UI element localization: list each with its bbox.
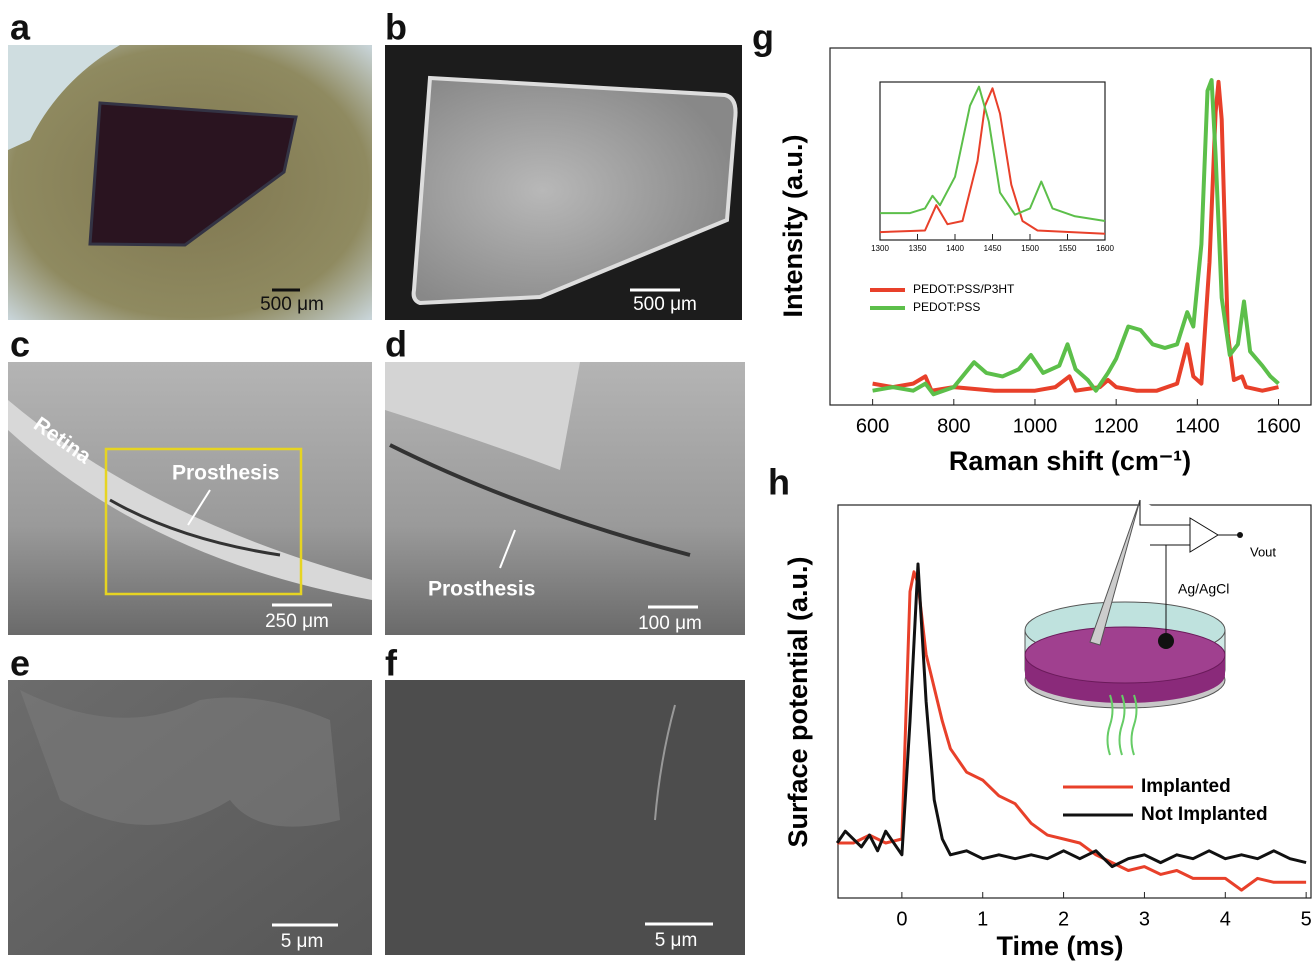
x-tick-label: 0 xyxy=(896,908,907,930)
scale-label: 250 μm xyxy=(265,611,329,632)
diagram-label: Vout xyxy=(1250,544,1276,559)
retina-top xyxy=(1025,627,1225,683)
x-tick-label: 1200 xyxy=(1094,415,1139,437)
panel-e: 5 μm e xyxy=(8,643,372,955)
plot-frame xyxy=(880,82,1105,240)
x-tick-label: 1400 xyxy=(1175,415,1220,437)
output xyxy=(1237,532,1243,538)
scale-label: 500 μm xyxy=(633,294,697,315)
x-tick-label: 1500 xyxy=(1021,244,1039,253)
panel-label: h xyxy=(768,462,790,503)
scale-label: 5 μm xyxy=(281,931,324,952)
scale-label: 500 μm xyxy=(260,294,324,315)
panel-label: e xyxy=(10,643,30,684)
y-axis-label: Surface potential (a.u.) xyxy=(783,556,813,847)
panel-c: Prosthesis Retina 250 μm c xyxy=(8,324,372,635)
panel-d: Prosthesis 100 μm d xyxy=(385,324,745,635)
x-tick-label: 1300 xyxy=(871,244,889,253)
legend-label: Implanted xyxy=(1141,776,1231,797)
panel-label: g xyxy=(752,17,774,58)
x-tick-label: 1 xyxy=(977,908,988,930)
panel-label: b xyxy=(385,7,407,48)
x-tick-label: 1600 xyxy=(1256,415,1301,437)
x-axis-label: Time (ms) xyxy=(996,931,1123,961)
x-tick-label: 800 xyxy=(937,415,970,437)
diagram-label: Ag/AgCl xyxy=(1178,581,1229,597)
x-tick-label: 1600 xyxy=(1096,244,1114,253)
annotation: Prosthesis xyxy=(428,578,535,601)
legend-label: PEDOT:PSS xyxy=(913,300,980,314)
x-tick-label: 1550 xyxy=(1059,244,1077,253)
annotation: Prosthesis xyxy=(172,462,279,485)
legend-label: PEDOT:PSS/P3HT xyxy=(913,282,1015,296)
scale-label: 100 μm xyxy=(638,613,702,634)
panel-label: c xyxy=(10,324,30,365)
figure: 500 μm a 500 μm b Prosthesis Retina 250 … xyxy=(0,0,1313,964)
x-tick-label: 600 xyxy=(856,415,889,437)
x-tick-label: 1450 xyxy=(984,244,1002,253)
panel-label: f xyxy=(385,643,398,684)
x-tick-label: 4 xyxy=(1220,908,1231,930)
micrograph xyxy=(385,680,745,955)
x-tick-label: 5 xyxy=(1301,908,1312,930)
panel-b: 500 μm b xyxy=(385,7,742,320)
panel-label: a xyxy=(10,7,31,48)
panel-f: 5 μm f xyxy=(385,643,745,955)
scale-label: 5 μm xyxy=(655,930,698,951)
x-tick-label: 1400 xyxy=(946,244,964,253)
x-tick-label: 1350 xyxy=(909,244,927,253)
x-tick-label: 3 xyxy=(1139,908,1150,930)
x-axis-label: Raman shift (cm⁻¹) xyxy=(949,446,1191,476)
x-tick-label: 1000 xyxy=(1013,415,1058,437)
panel-label: d xyxy=(385,324,407,365)
legend-label: Not Implanted xyxy=(1141,804,1268,825)
x-tick-label: 2 xyxy=(1058,908,1069,930)
y-axis-label: Intensity (a.u.) xyxy=(778,134,808,317)
panel-a: 500 μm a xyxy=(8,7,372,320)
